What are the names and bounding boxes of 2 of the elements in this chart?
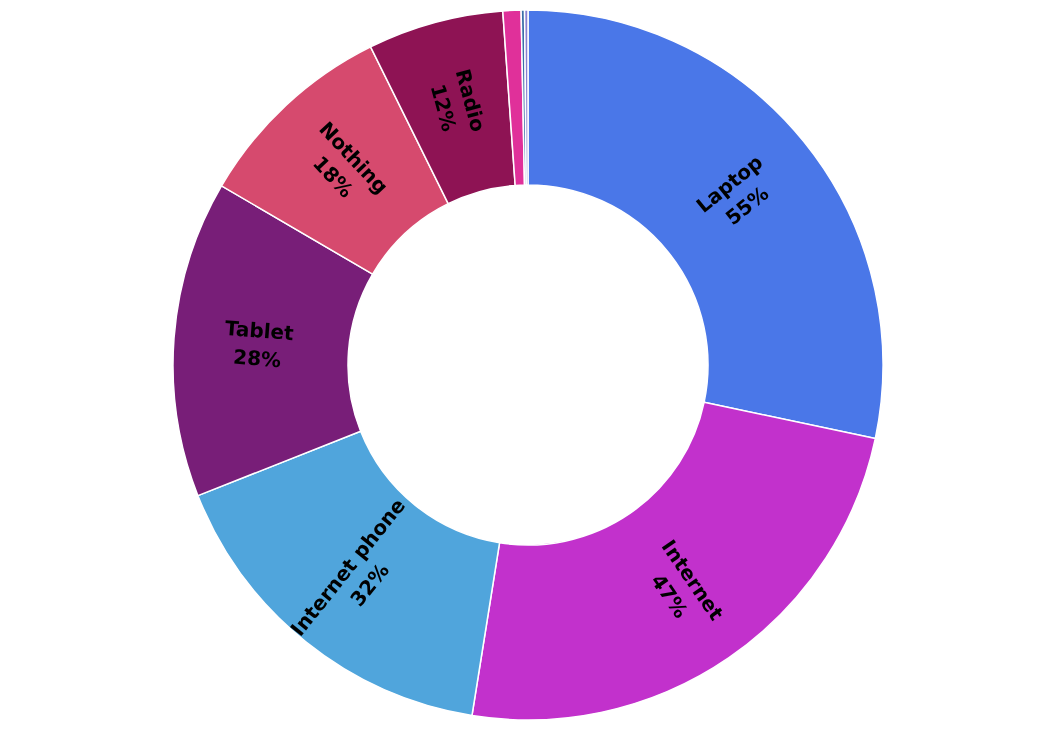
data-label: 28%: [232, 344, 282, 373]
slice-label: Tablet: [224, 315, 295, 346]
